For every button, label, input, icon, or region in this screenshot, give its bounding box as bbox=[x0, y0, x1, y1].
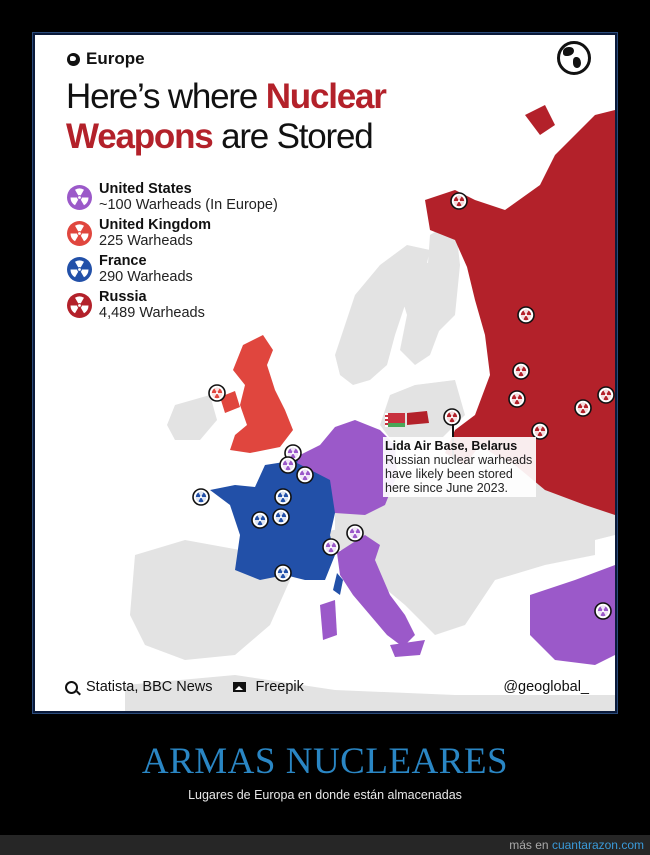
page-title: Here’s where Nuclear Weapons are Stored bbox=[66, 77, 387, 156]
post-caption: ARMAS NUCLEARES Lugares de Europa en don… bbox=[0, 740, 650, 802]
more-link[interactable]: más en cuantarazon.com bbox=[509, 838, 644, 852]
bottom-bar: más en cuantarazon.com bbox=[0, 835, 650, 855]
legend-item-france: France 290 Warheads bbox=[67, 253, 278, 289]
legend-item-united-kingdom: United Kingdom 225 Warheads bbox=[67, 217, 278, 253]
region-tag: Europe bbox=[67, 49, 145, 69]
infographic-card: Europe Here’s where Nuclear Weapons are … bbox=[35, 35, 615, 711]
author-handle: @geoglobal_ bbox=[503, 679, 589, 695]
globe-americas-icon bbox=[557, 41, 591, 75]
belarus-flag-icon bbox=[385, 413, 405, 427]
region-label: Europe bbox=[86, 49, 145, 68]
sources-text: Statista, BBC News bbox=[86, 679, 213, 695]
caption-title: ARMAS NUCLEARES bbox=[141, 741, 509, 782]
uk-territory bbox=[220, 335, 293, 453]
image-credit-text: Freepik bbox=[255, 679, 304, 695]
radiation-icon bbox=[67, 185, 92, 210]
infographic-footer: Statista, BBC News Freepik @geoglobal_ bbox=[65, 679, 589, 695]
radiation-icon bbox=[67, 257, 92, 282]
image-icon bbox=[232, 682, 246, 692]
legend: United States ~100 Warheads (In Europe) U… bbox=[67, 181, 278, 325]
site-link[interactable]: cuantarazon.com bbox=[551, 838, 644, 852]
europe-map bbox=[125, 105, 615, 711]
search-icon bbox=[65, 680, 78, 694]
globe-icon bbox=[67, 52, 80, 66]
legend-item-united-states: United States ~100 Warheads (In Europe) bbox=[67, 181, 278, 217]
legend-item-russia: Russia 4,489 Warheads bbox=[67, 289, 278, 325]
infographic-frame: Europe Here’s where Nuclear Weapons are … bbox=[32, 32, 618, 714]
radiation-icon bbox=[67, 293, 92, 318]
lida-air-base-callout: Lida Air Base, Belarus Russian nuclear w… bbox=[383, 413, 537, 497]
radiation-icon bbox=[67, 221, 92, 246]
caption-subtitle: Lugares de Europa en donde están almacen… bbox=[188, 788, 462, 802]
us-host-territory bbox=[297, 420, 615, 665]
